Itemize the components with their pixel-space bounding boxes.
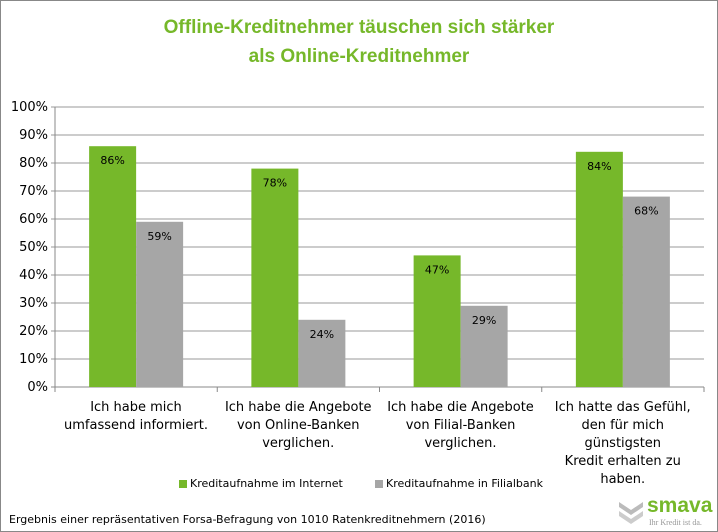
y-tick-label: 40% xyxy=(19,268,48,283)
legend-item-filialbank: Kreditaufnahme in Filialbank xyxy=(375,477,543,490)
legend-swatch-internet xyxy=(179,479,187,488)
bar-internet xyxy=(89,146,137,387)
y-tick-label: 50% xyxy=(19,240,48,255)
y-tick-label: 20% xyxy=(19,324,48,339)
category-label-line: von Filial-Banken xyxy=(405,418,516,433)
category-label-line: von Online-Banken xyxy=(236,418,360,433)
title-line-2: als Online-Kreditnehmer xyxy=(248,46,470,67)
data-label: 86% xyxy=(100,154,124,167)
data-label: 59% xyxy=(147,230,171,243)
bar-filialbank xyxy=(298,319,346,387)
data-label: 24% xyxy=(310,328,334,341)
category-label-line: den für mich günstigsten xyxy=(581,418,665,451)
category-label-line: haben. xyxy=(600,472,646,487)
bar-filialbank xyxy=(622,196,670,387)
bar-filialbank xyxy=(136,221,184,387)
bar-internet xyxy=(413,255,461,387)
legend-label-internet: Kreditaufnahme im Internet xyxy=(190,477,343,490)
bar-internet xyxy=(575,151,623,387)
category-label-line: umfassend informiert. xyxy=(64,418,208,433)
category-label-line: Kredit erhalten zu xyxy=(564,454,681,469)
y-tick-label: 70% xyxy=(19,184,48,199)
legend-swatch-filialbank xyxy=(375,479,383,488)
logo-wordmark: smava xyxy=(647,494,713,517)
y-tick-label: 80% xyxy=(19,156,48,171)
legend-label-filialbank: Kreditaufnahme in Filialbank xyxy=(386,477,543,490)
plot-area: 0% 10% 20% 30% 40% 50% 60% 70% 80% 90% 100% 86% 78% 4… xyxy=(11,100,705,395)
category-label-line: Ich hatte das Gefühl, xyxy=(554,400,691,415)
x-category-label: Ich hatte das Gefühl, den für mich günsti… xyxy=(542,399,704,489)
y-tick-label: 30% xyxy=(19,296,48,311)
category-label-line: Ich habe mich xyxy=(90,400,182,415)
data-label: 84% xyxy=(587,160,611,173)
y-tick-label: 100% xyxy=(11,100,48,115)
y-tick-label: 10% xyxy=(19,352,48,367)
data-label: 68% xyxy=(634,205,658,218)
x-category-label: Ich habe die Angebote von Online-Banken ve… xyxy=(217,399,379,453)
category-label-line: verglichen. xyxy=(262,436,335,451)
category-label-line: Ich habe die Angebote xyxy=(387,400,534,415)
y-tick-label: 90% xyxy=(19,128,48,143)
x-category-label: Ich habe die Angebote von Filial-Banken ve… xyxy=(380,399,542,453)
data-label: 47% xyxy=(425,263,449,276)
x-category-label: Ich habe mich umfassend informiert. xyxy=(55,399,217,435)
smava-logo: smava Ihr Kredit ist da. xyxy=(617,494,713,530)
y-tick-label: 0% xyxy=(27,380,48,395)
data-label: 78% xyxy=(263,177,287,190)
smava-chevron-icon xyxy=(619,502,643,524)
category-label-line: Ich habe die Angebote xyxy=(224,400,372,415)
data-label: 29% xyxy=(472,314,496,327)
logo-tagline: Ihr Kredit ist da. xyxy=(649,518,702,527)
title-line-1: Offline-Kreditnehmer täuschen sich stärk… xyxy=(163,17,555,38)
y-tick-label: 60% xyxy=(19,212,48,227)
bar-internet xyxy=(251,168,299,387)
bar-filialbank xyxy=(460,305,508,387)
chart-title: Offline-Kreditnehmer täuschen sich stärk… xyxy=(1,13,717,71)
legend-item-internet: Kreditaufnahme im Internet xyxy=(179,477,343,490)
category-label-line: verglichen. xyxy=(424,436,497,451)
source-note: Ergebnis einer repräsentativen Forsa-Bef… xyxy=(9,513,486,526)
